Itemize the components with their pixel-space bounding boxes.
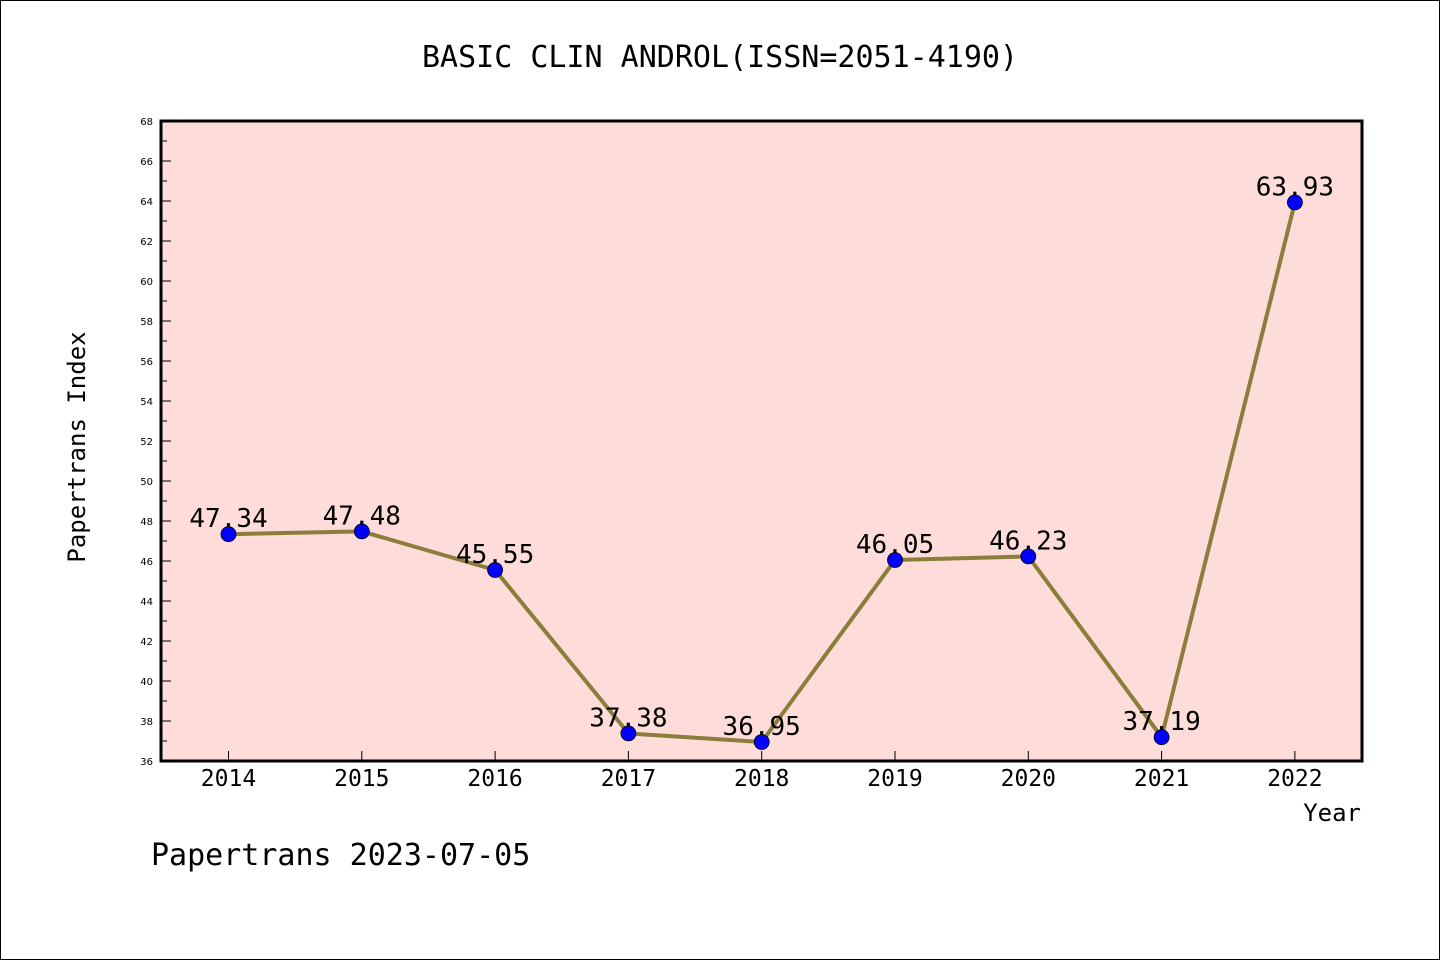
y-axis: 36 38 40 42 44 46 48 50 52 54 56 58 60 62 64 66 68 xyxy=(140,117,171,768)
x-tick-label: 2018 xyxy=(734,766,789,792)
x-tick-label: 2014 xyxy=(201,766,256,792)
x-tick-label: 2017 xyxy=(601,766,656,792)
y-tick-label: 64 xyxy=(140,197,153,208)
x-tick-label: 2021 xyxy=(1134,766,1189,792)
y-tick-label: 66 xyxy=(140,157,153,168)
plot-border xyxy=(159,119,1364,763)
footer-text: Papertrans 2023-07-05 xyxy=(151,838,530,873)
series-line-group xyxy=(220,194,1303,750)
data-label: 45.55 xyxy=(456,540,534,570)
y-tick-label: 38 xyxy=(140,717,153,728)
y-tick-label: 36 xyxy=(140,757,153,768)
data-point xyxy=(1153,729,1170,746)
data-label-group: 47.34 47.48 45.55 37.38 36.95 46.05 46.23 37.19… xyxy=(189,172,1334,742)
y-tick-label: 68 xyxy=(140,117,153,128)
y-tick-label: 48 xyxy=(140,517,153,528)
data-point xyxy=(353,523,370,540)
data-point xyxy=(1020,548,1037,565)
y-tick-label: 46 xyxy=(140,557,153,568)
plot-area xyxy=(161,121,1362,761)
data-label: 37.19 xyxy=(1122,707,1200,737)
x-tick-label: 2020 xyxy=(1001,766,1056,792)
data-point xyxy=(753,734,770,750)
data-point xyxy=(620,725,637,742)
y-tick-label: 56 xyxy=(140,357,153,368)
y-tick-label: 50 xyxy=(140,477,153,488)
x-axis: 2014 2015 2016 2017 2018 2019 2020 2021 2022 xyxy=(201,751,1323,792)
data-label: 47.48 xyxy=(323,501,401,531)
x-tick-label: 2019 xyxy=(867,766,922,792)
data-label: 46.23 xyxy=(989,526,1067,556)
y-tick-label: 54 xyxy=(140,397,153,408)
data-label: 36.95 xyxy=(723,712,801,742)
data-point xyxy=(1287,194,1303,211)
y-axis-label: Papertrans Index xyxy=(63,331,91,562)
y-tick-label: 44 xyxy=(140,597,153,608)
x-tick-label: 2015 xyxy=(334,766,389,792)
data-point xyxy=(887,552,903,568)
x-axis-label: Year xyxy=(1303,799,1361,827)
y-tick-label: 60 xyxy=(140,277,153,288)
y-tick-label: 42 xyxy=(140,637,153,648)
data-point xyxy=(487,562,504,578)
data-point xyxy=(220,526,237,543)
y-tick-label: 58 xyxy=(140,317,153,328)
data-label: 46.05 xyxy=(856,530,934,560)
x-tick-label: 2022 xyxy=(1267,766,1322,792)
y-tick-label: 62 xyxy=(140,237,153,248)
x-tick-label: 2016 xyxy=(467,766,522,792)
chart-title: BASIC CLIN ANDROL(ISSN=2051-4190) xyxy=(422,40,1018,75)
y-tick-label: 40 xyxy=(140,677,153,688)
data-label: 37.38 xyxy=(589,703,667,733)
data-label: 63.93 xyxy=(1256,172,1334,202)
data-label: 47.34 xyxy=(189,504,267,534)
y-tick-label: 52 xyxy=(140,437,153,448)
